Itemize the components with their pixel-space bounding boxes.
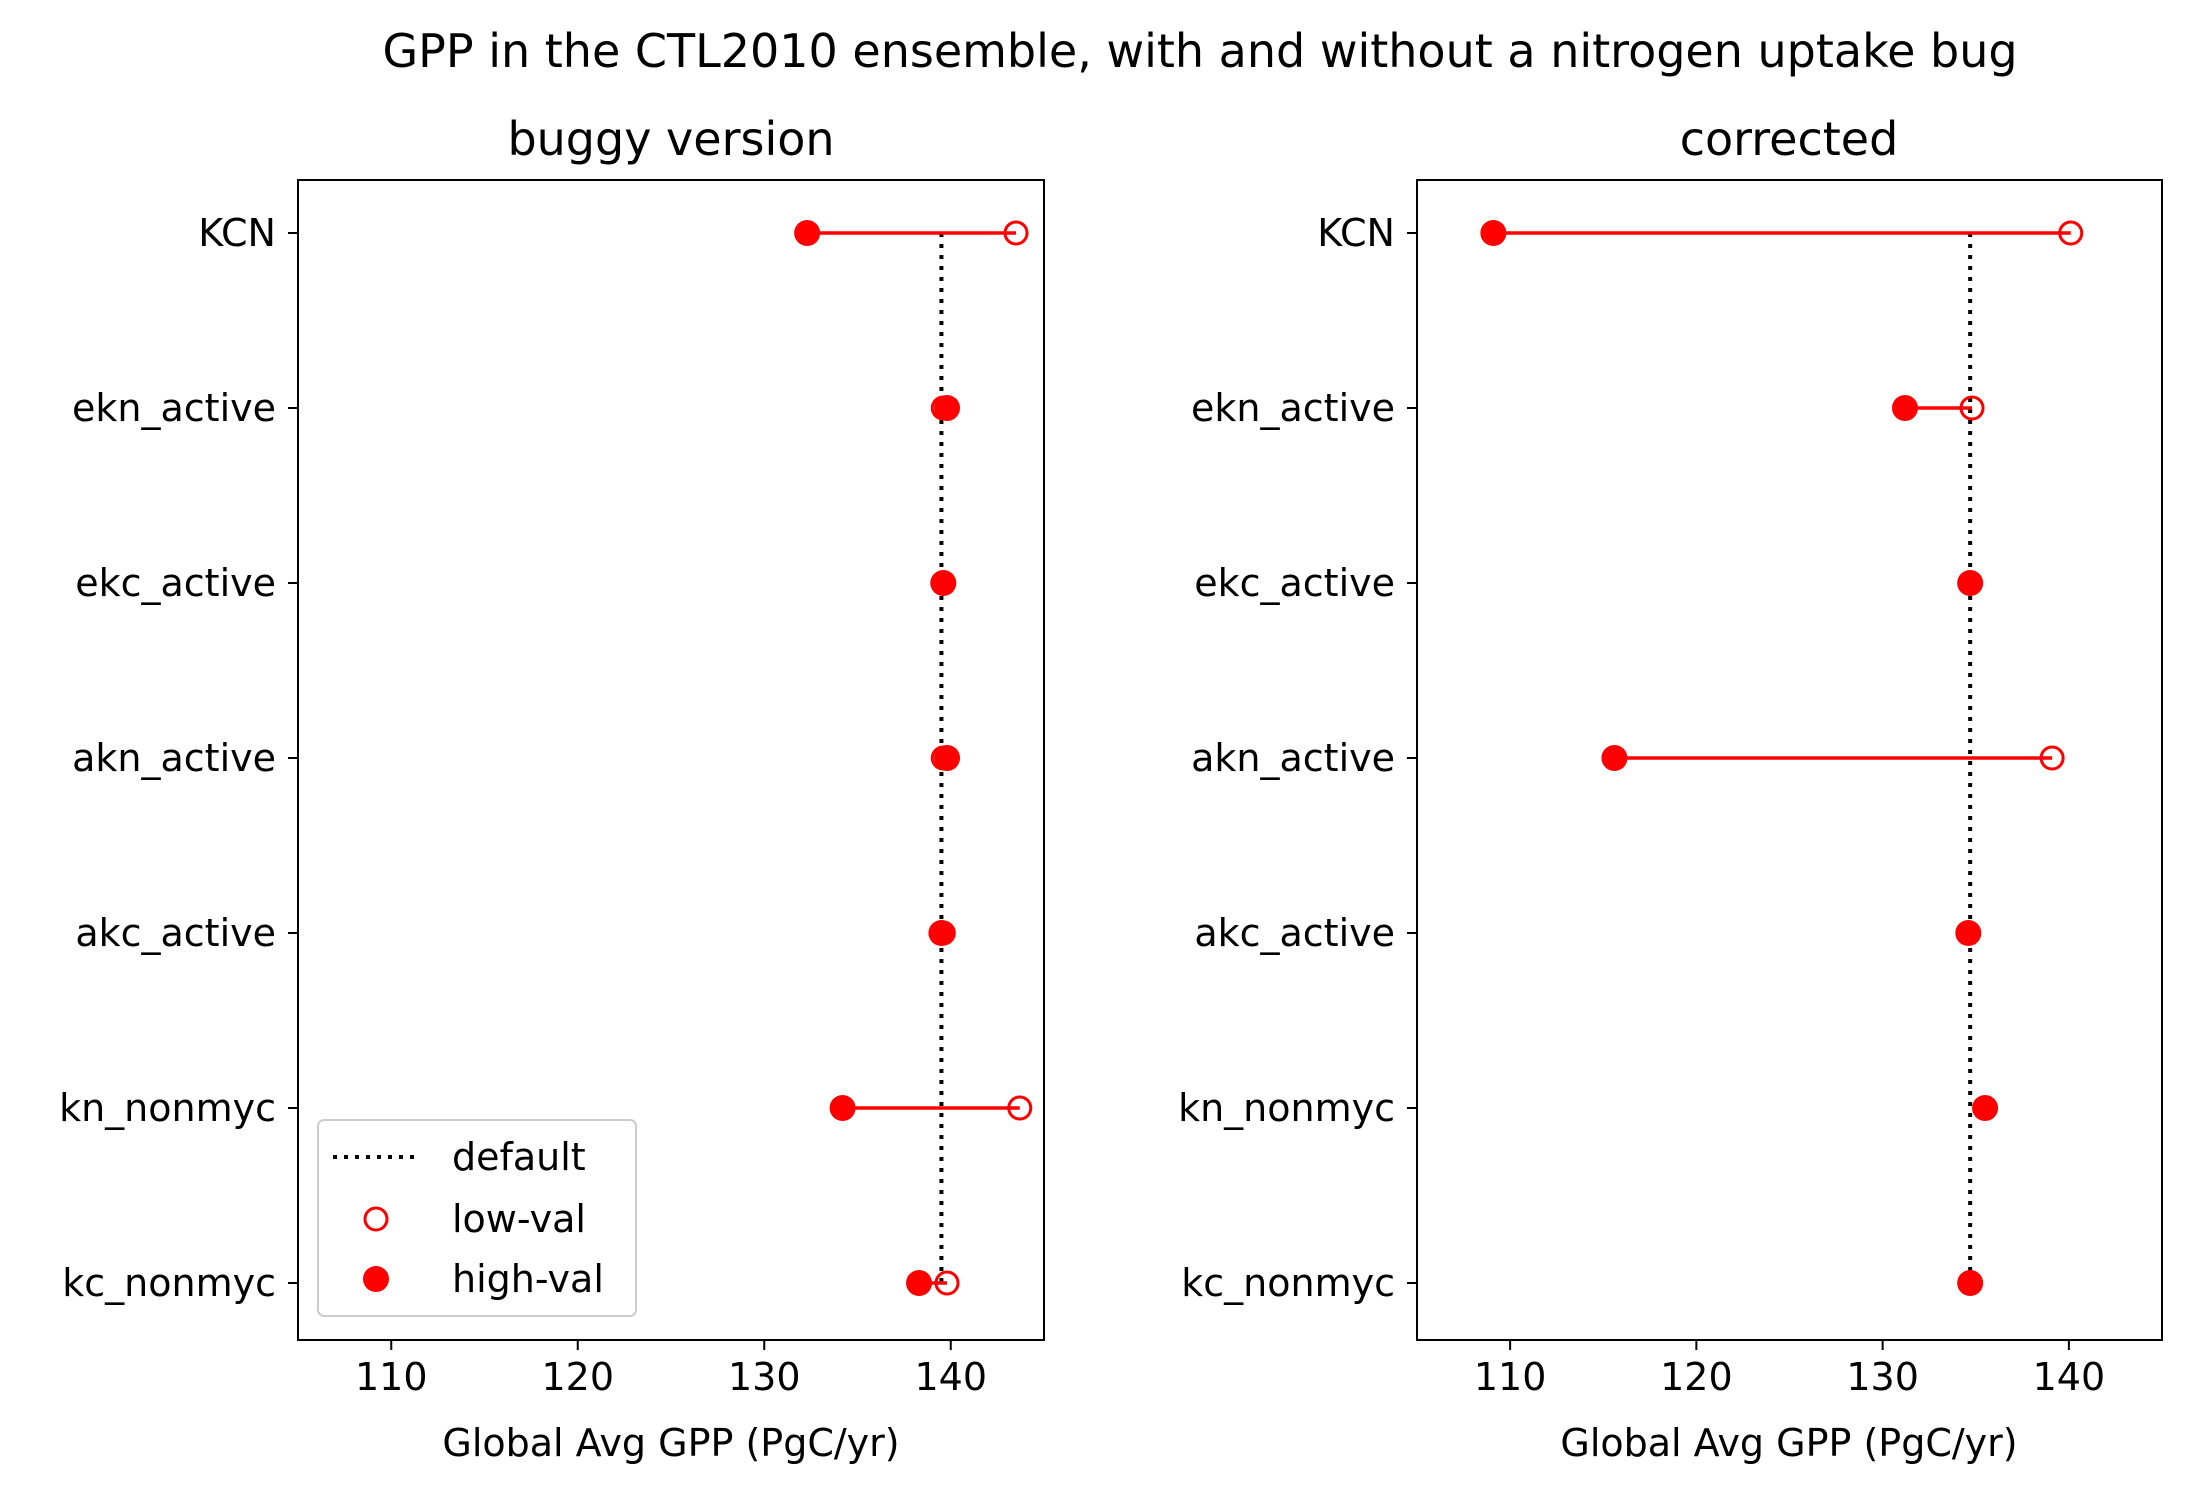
figure-suptitle: GPP in the CTL2010 ensemble, with and wi… [382, 24, 2017, 78]
x-axis-label: Global Avg GPP (PgC/yr) [1560, 1421, 2017, 1465]
legend-high-swatch [363, 1266, 389, 1292]
high-val-point [1955, 920, 1982, 946]
x-tick-label: 140 [2033, 1355, 2106, 1399]
y-tick-label: kc_nonmyc [1181, 1261, 1395, 1305]
low-val-point [2039, 745, 2065, 771]
axis-ticks: 110 120 130 140 KCN ekn_active ekc_active akn_a… [59, 211, 987, 1399]
axes-frame [297, 179, 1045, 1341]
y-tick-label: kn_nonmyc [1178, 1086, 1395, 1130]
high-val-point [1891, 395, 1918, 421]
high-val-point [934, 745, 961, 771]
panel-title: corrected [1680, 112, 1899, 166]
legend: default low-val high-val [317, 1119, 637, 1317]
high-val-point [928, 920, 955, 946]
y-tick-label: kc_nonmyc [62, 1261, 276, 1305]
y-tick-label: akn_active [72, 736, 276, 780]
y-tick-label: ekc_active [1194, 561, 1395, 605]
low-val-point [1007, 1095, 1033, 1121]
plot-area [794, 220, 1033, 1296]
high-val-point [934, 395, 961, 421]
axis-ticks: 110 120 130 140 KCN ekn_active ekc_active akn_a… [1178, 211, 2105, 1399]
legend-frame [317, 1119, 637, 1317]
low-val-point [2058, 220, 2084, 246]
high-val-point [829, 1095, 856, 1121]
low-val-point [1003, 220, 1029, 246]
legend-default-label: default [452, 1135, 586, 1179]
x-tick-label: 120 [1660, 1355, 1733, 1399]
high-val-point [1972, 1095, 1999, 1121]
x-axis-label: Global Avg GPP (PgC/yr) [442, 1421, 899, 1465]
y-tick-label: akn_active [1191, 736, 1395, 780]
y-tick-label: akc_active [75, 911, 276, 955]
x-tick-label: 110 [355, 1355, 428, 1399]
legend-high-label: high-val [452, 1257, 604, 1301]
x-tick-label: 140 [914, 1355, 987, 1399]
x-tick-label: 120 [541, 1355, 614, 1399]
x-tick-label: 110 [1474, 1355, 1547, 1399]
y-tick-label: ekn_active [1191, 386, 1395, 430]
high-val-point [794, 220, 821, 246]
y-tick-label: ekn_active [72, 386, 276, 430]
high-val-point [930, 570, 957, 596]
high-val-point [1957, 570, 1984, 596]
legend-low-label: low-val [452, 1197, 586, 1241]
high-val-point [1957, 1270, 1984, 1296]
panel-title: buggy version [507, 112, 834, 166]
legend-low-swatch [363, 1206, 389, 1232]
panel-buggy-version: buggy version Global Avg GPP (PgC/yr) 11… [59, 112, 1045, 1465]
y-tick-label: kn_nonmyc [59, 1086, 276, 1130]
low-val-point [934, 1270, 960, 1296]
x-tick-label: 130 [728, 1355, 801, 1399]
y-tick-label: KCN [198, 211, 276, 255]
x-tick-label: 130 [1846, 1355, 1919, 1399]
high-val-point [1480, 220, 1507, 246]
y-tick-label: ekc_active [75, 561, 276, 605]
y-tick-label: KCN [1317, 211, 1395, 255]
axes-frame [1416, 179, 2163, 1341]
plot-area [1480, 220, 2084, 1296]
panel-corrected: corrected Global Avg GPP (PgC/yr) 110 120… [1178, 112, 2163, 1465]
y-tick-label: akc_active [1194, 911, 1395, 955]
high-val-point [906, 1270, 933, 1296]
high-val-point [1601, 745, 1628, 771]
low-val-point [1959, 395, 1985, 421]
